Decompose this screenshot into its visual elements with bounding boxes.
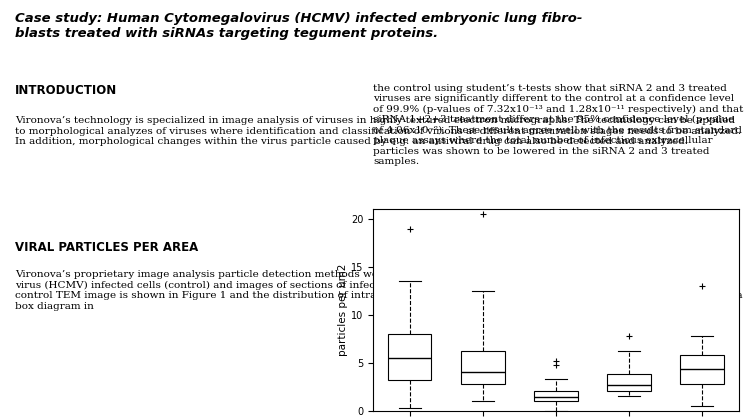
Text: INTRODUCTION: INTRODUCTION [15,84,117,97]
Text: the control using student’s t-tests show that siRNA 2 and 3 treated viruses are : the control using student’s t-tests show… [373,84,743,166]
PathPatch shape [680,355,724,384]
PathPatch shape [607,374,651,391]
Text: Vironova’s proprietary image analysis particle detection methods were applied to: Vironova’s proprietary image analysis pa… [15,270,742,310]
Text: Case study: Human Cytomegalovirus (HCMV) infected embryonic lung fibro-
blasts t: Case study: Human Cytomegalovirus (HCMV)… [15,12,583,40]
PathPatch shape [388,334,431,380]
Text: VIRAL PARTICLES PER AREA: VIRAL PARTICLES PER AREA [15,241,198,253]
PathPatch shape [461,351,504,384]
Y-axis label: particles per um2: particles per um2 [338,264,348,356]
Text: Vironova’s technology is specialized in image analysis of viruses in highly text: Vironova’s technology is specialized in … [15,116,741,146]
PathPatch shape [534,391,577,401]
